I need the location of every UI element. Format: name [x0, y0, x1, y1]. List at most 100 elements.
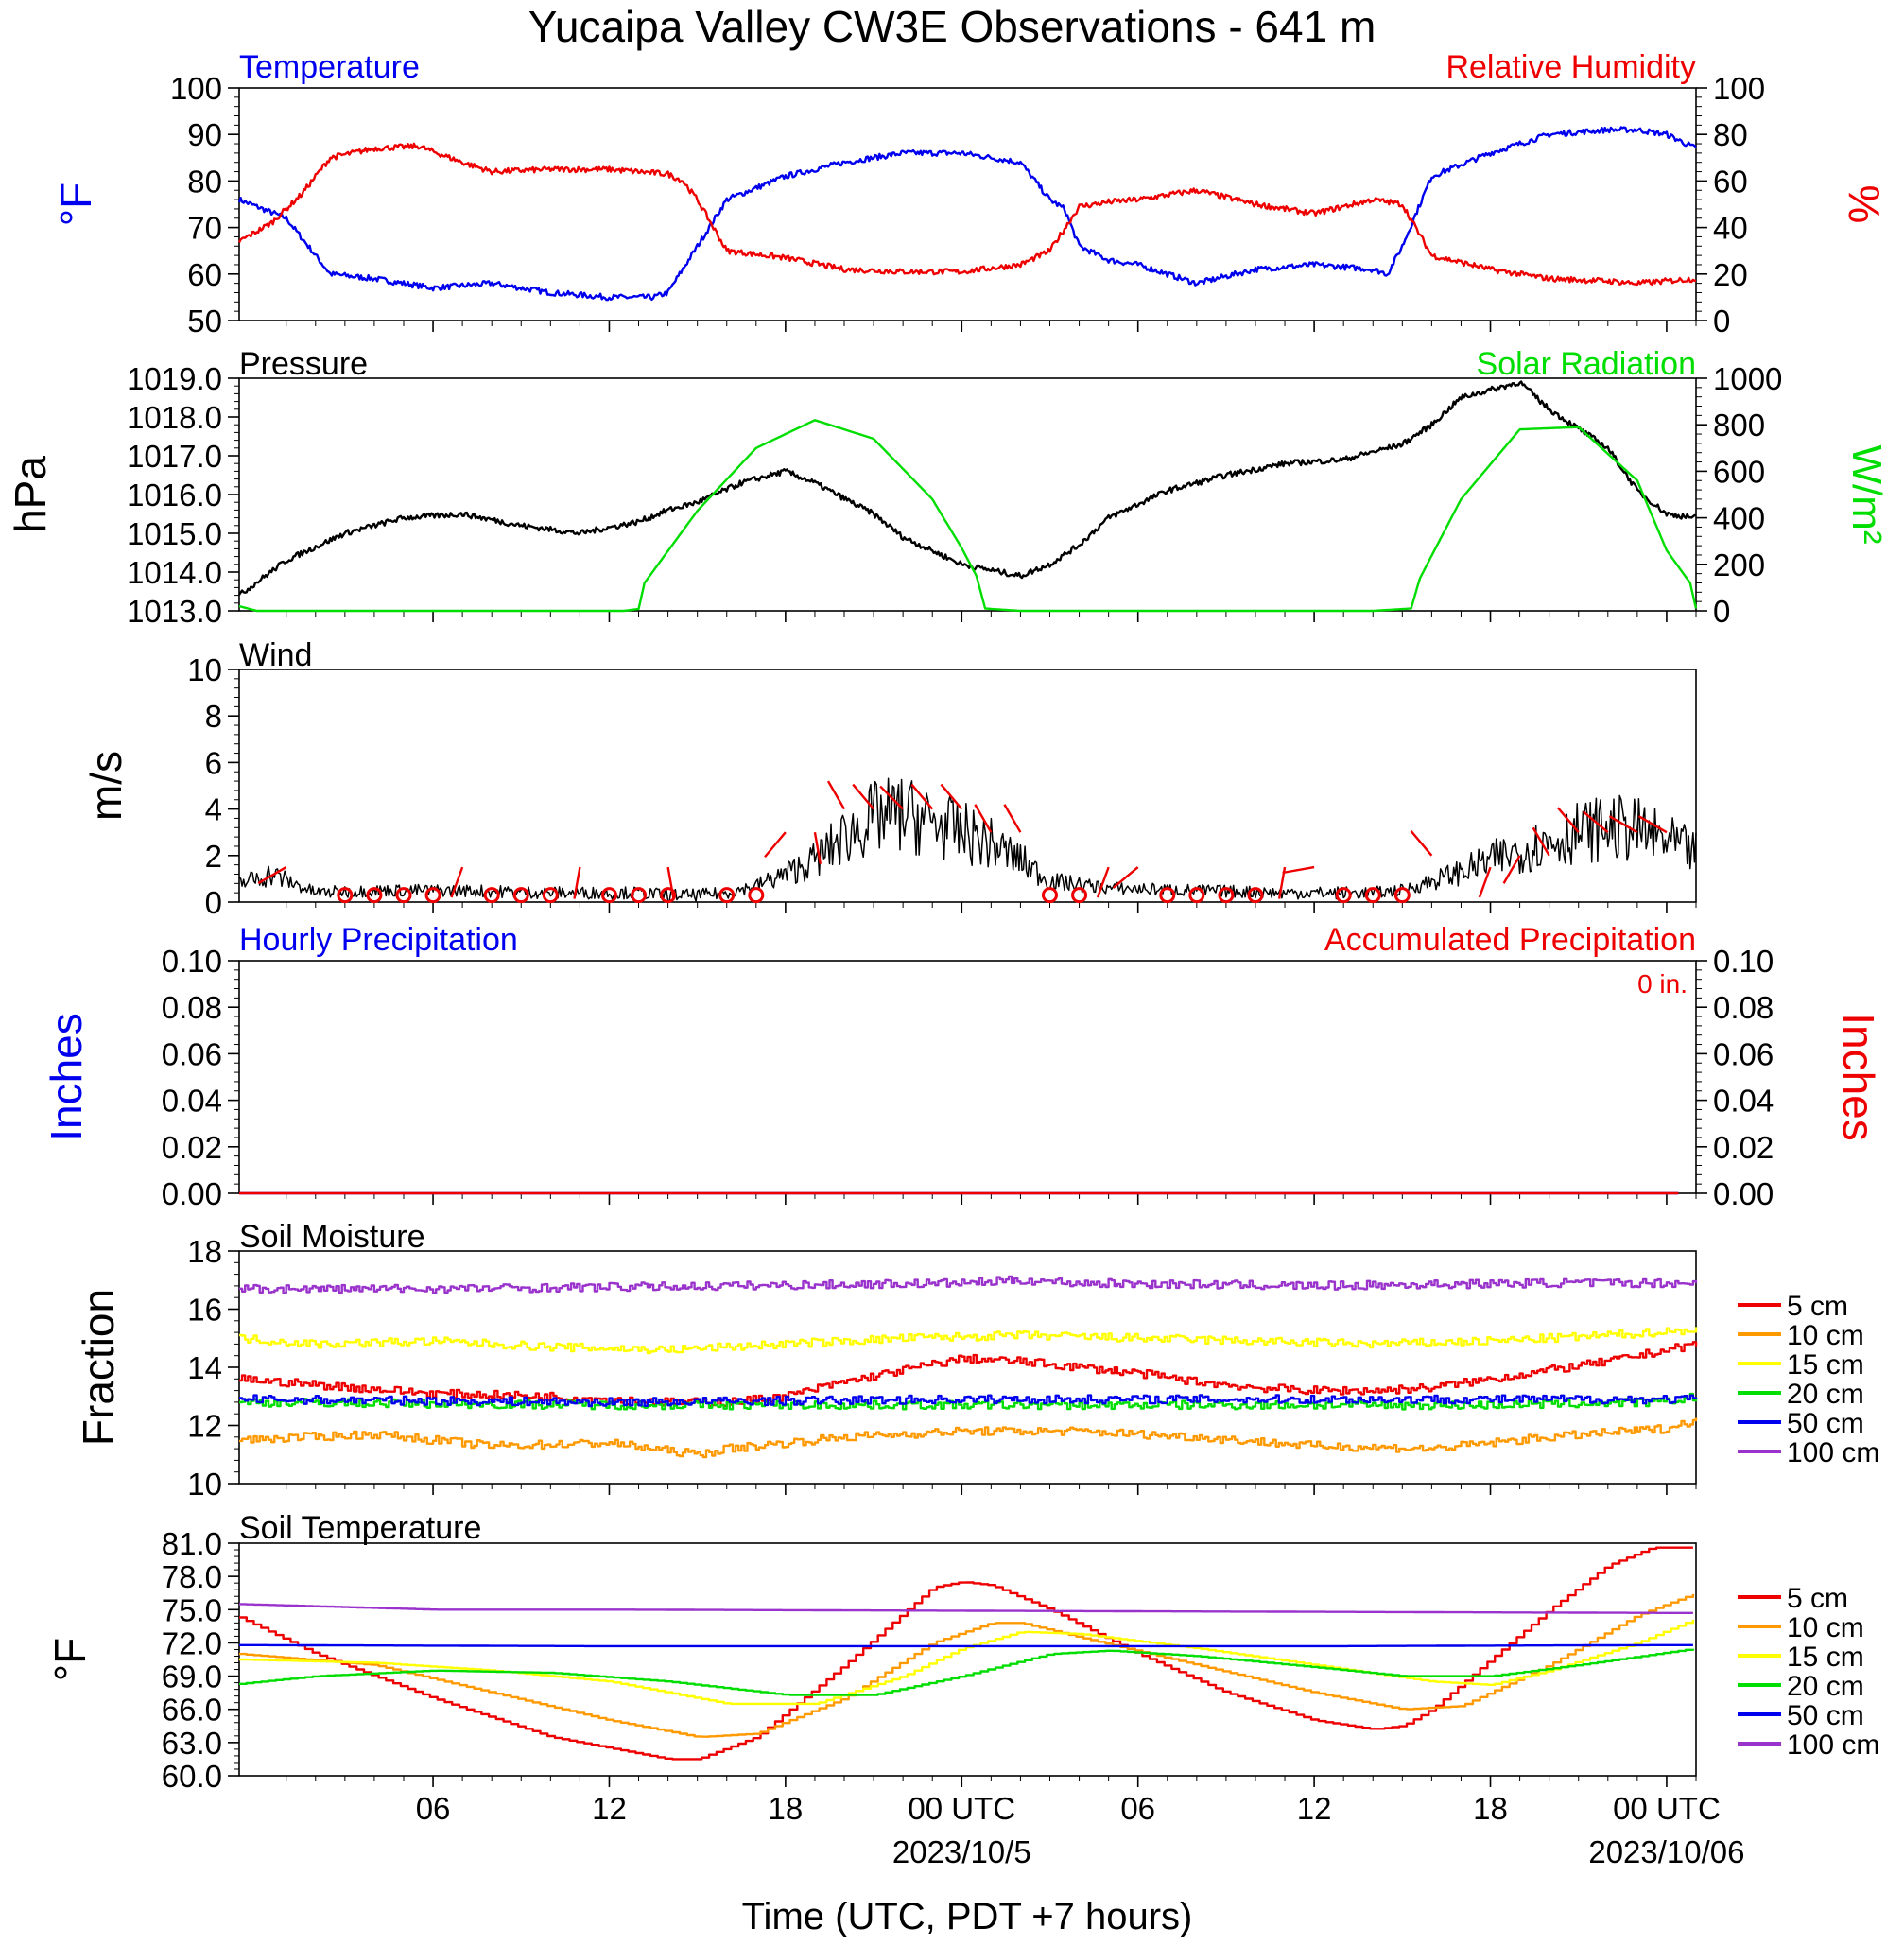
- calm-wind-marker: [1247, 887, 1264, 904]
- temperature-right-tick-label: 40: [1713, 211, 1748, 246]
- wind-barb: [1532, 826, 1550, 857]
- x-tick-label: 12: [1297, 1791, 1332, 1826]
- wind-barb: [1582, 810, 1609, 834]
- precip-panel: [238, 960, 1697, 1194]
- precip-right-tick-label: 0.08: [1713, 990, 1774, 1025]
- temperature-relative-humidity-line: [237, 142, 1697, 287]
- pressure-left-tick-label: 1016.0: [127, 478, 222, 513]
- x-tick-label: 06: [416, 1791, 451, 1826]
- soil_temperature-legend-label: 15 cm: [1787, 1642, 1864, 1673]
- precip-left-tick-label: 0.02: [162, 1130, 222, 1165]
- wind-barb: [813, 831, 822, 864]
- pressure-unit: hPa: [6, 456, 55, 533]
- soil_temperature-legend-label: 20 cm: [1787, 1671, 1864, 1702]
- wind-panel: [238, 669, 1697, 903]
- temperature-right-tick-label: 20: [1713, 257, 1748, 292]
- pressure-right-tick-label: 400: [1713, 501, 1765, 536]
- calm-wind-marker: [1364, 887, 1381, 904]
- wind-left-tick-label: 0: [205, 885, 222, 920]
- soil-temperature-panel: [238, 1542, 1697, 1777]
- soil-moisture-title: Soil Moisture: [239, 1219, 425, 1255]
- calm-wind-marker: [1218, 887, 1235, 904]
- pressure-right-tick-label: 200: [1713, 547, 1765, 582]
- soil_moisture-left-tick-label: 18: [187, 1234, 222, 1269]
- soil_temperature-5-cm-line: [239, 1546, 1693, 1761]
- wind-left-tick-label: 6: [205, 745, 222, 780]
- calm-wind-marker: [424, 887, 441, 904]
- calm-wind-marker: [542, 887, 559, 904]
- calm-wind-marker: [660, 887, 677, 904]
- wind-barb: [879, 785, 904, 810]
- x-tick-date-label: 2023/10/5: [892, 1834, 1031, 1869]
- soil-moisture-unit: Fraction: [74, 1289, 123, 1446]
- temperature-left-tick-label: 50: [187, 304, 222, 339]
- precip-left-tick-label: 0.10: [162, 944, 222, 979]
- soil_moisture-100-cm-line: [239, 1275, 1698, 1294]
- wind-barb: [974, 804, 993, 833]
- soil_moisture-legend-label: 100 cm: [1787, 1437, 1879, 1468]
- soil_temperature-50-cm-line: [239, 1643, 1693, 1648]
- wind-barb: [450, 866, 464, 898]
- series-layer: [237, 126, 1698, 1761]
- soil_temperature-legend-label: 5 cm: [1787, 1583, 1848, 1614]
- wind-barb: [1556, 807, 1580, 833]
- soil_temperature-15-cm-line: [239, 1619, 1695, 1706]
- soil_temperature-left-tick-label: 72.0: [162, 1625, 222, 1660]
- x-tick-date-label: 2023/10/06: [1588, 1834, 1744, 1869]
- pressure-right-tick-label: 1000: [1713, 361, 1782, 396]
- soil_temperature-legend-label: 100 cm: [1787, 1729, 1879, 1761]
- calm-wind-marker: [1188, 887, 1205, 904]
- pressure-left-tick-label: 1013.0: [127, 594, 222, 629]
- x-tick-label: 06: [1120, 1791, 1155, 1826]
- calm-wind-marker: [1071, 887, 1088, 904]
- wind-barb: [1112, 866, 1139, 889]
- humidity-unit: %: [1840, 185, 1889, 224]
- wind-barb: [1096, 866, 1110, 898]
- chart-title: Yucaipa Valley CW3E Observations - 641 m: [528, 2, 1376, 51]
- wind-barb: [1637, 815, 1668, 834]
- wind-barb: [1608, 815, 1638, 834]
- x-tick-label: 00 UTC: [1613, 1791, 1721, 1826]
- soil_temperature-left-tick-label: 78.0: [162, 1559, 222, 1594]
- calm-wind-marker: [1335, 887, 1352, 904]
- x-tick-label: 18: [769, 1791, 804, 1826]
- calm-wind-marker: [600, 887, 617, 904]
- temperature-right-tick-label: 60: [1713, 164, 1748, 199]
- accum-precip-title: Accumulated Precipitation: [1324, 922, 1696, 958]
- calm-wind-marker: [1393, 887, 1411, 904]
- soil_temperature-legend-label: 10 cm: [1787, 1612, 1864, 1643]
- soil_temperature-left-tick-label: 66.0: [162, 1693, 222, 1728]
- pressure-panel: [238, 377, 1697, 612]
- soil_moisture-legend-label: 15 cm: [1787, 1349, 1864, 1381]
- temperature-panel: [238, 87, 1697, 321]
- soil-temperature-title: Soil Temperature: [239, 1510, 481, 1546]
- soil_moisture-left-tick-label: 14: [187, 1350, 222, 1385]
- temperature-left-tick-label: 80: [187, 164, 222, 199]
- soil_moisture-legend-label: 20 cm: [1787, 1379, 1864, 1410]
- solar-title: Solar Radiation: [1477, 346, 1696, 382]
- temperature-title: Temperature: [239, 49, 420, 85]
- temperature-right-tick-label: 0: [1713, 304, 1730, 339]
- pressure-left-tick-label: 1015.0: [127, 516, 222, 551]
- wind-barbs-layer: [257, 780, 1668, 904]
- wind-barb: [910, 783, 934, 810]
- soil_moisture-left-tick-label: 10: [187, 1467, 222, 1502]
- soil_temperature-left-tick-label: 75.0: [162, 1592, 222, 1627]
- pressure-left-tick-label: 1018.0: [127, 400, 222, 435]
- precip-right-tick-label: 0.02: [1713, 1130, 1774, 1165]
- soil_temperature-left-tick-label: 63.0: [162, 1726, 222, 1761]
- wind-barb: [573, 866, 581, 899]
- calm-wind-marker: [483, 887, 500, 904]
- soil_moisture-10-cm-line: [239, 1417, 1698, 1459]
- precip-left-tick-label: 0.00: [162, 1176, 222, 1211]
- soil_moisture-15-cm-line: [239, 1327, 1698, 1355]
- wind-barb: [257, 866, 287, 885]
- solar-unit: W/m²: [1843, 444, 1890, 544]
- temperature-left-tick-label: 90: [187, 117, 222, 152]
- temperature-left-tick-label: 70: [187, 211, 222, 246]
- x-tick-label: 12: [592, 1791, 627, 1826]
- pressure-left-tick-label: 1017.0: [127, 439, 222, 474]
- temperature-unit: °F: [51, 182, 100, 227]
